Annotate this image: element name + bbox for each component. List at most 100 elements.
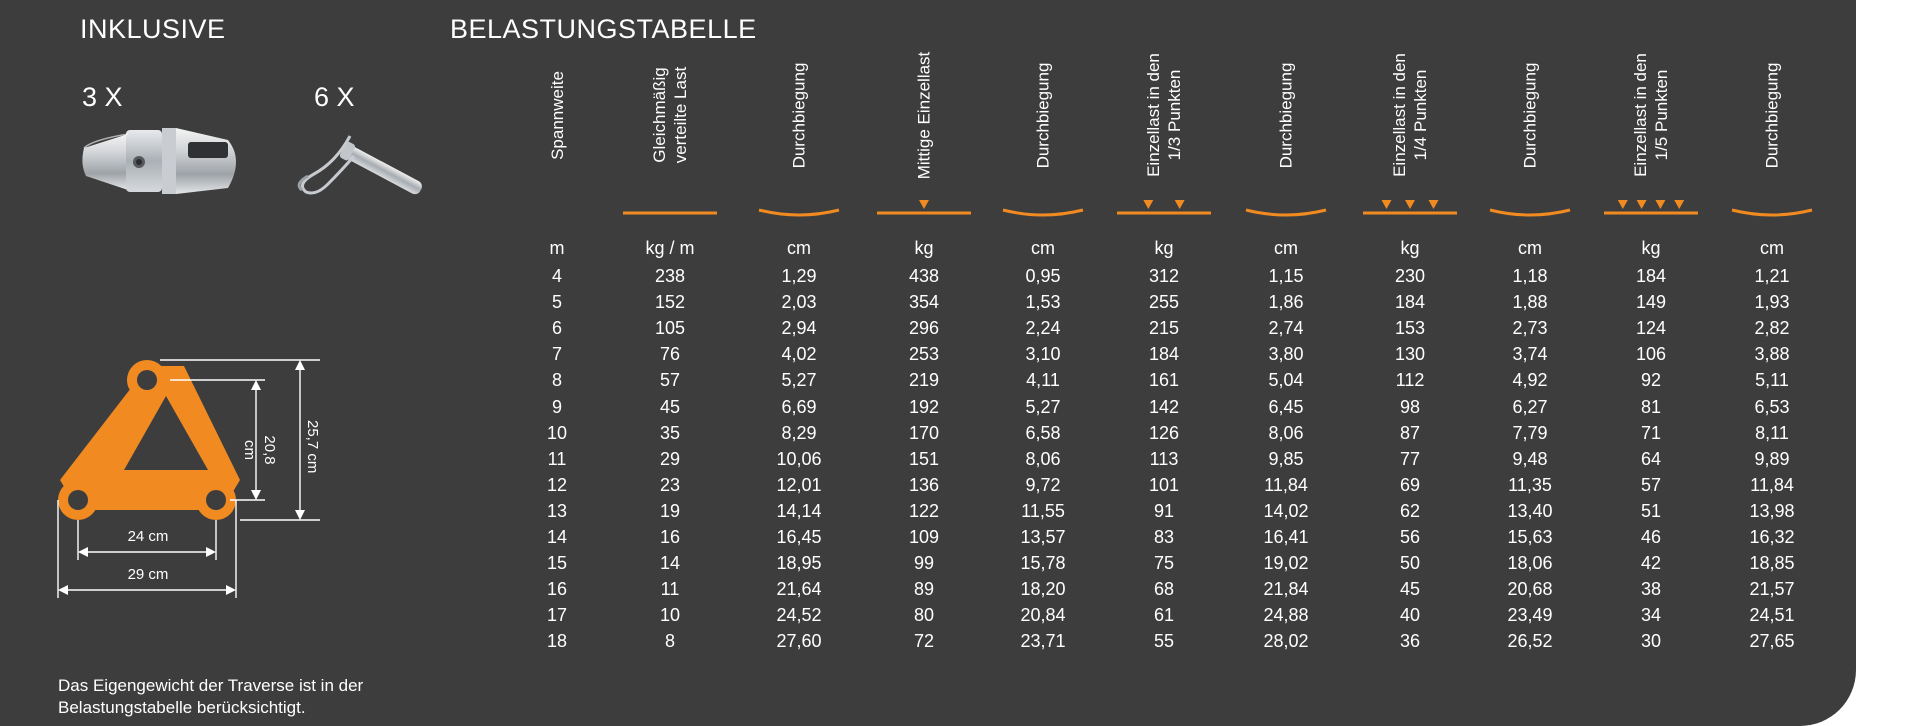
table-cell: 57 [659, 370, 681, 391]
table-cell: 38 [1640, 579, 1662, 600]
point-load-arrows-icon [1604, 200, 1698, 215]
uniform-load-icon [623, 211, 717, 215]
table-cell: 83 [1153, 527, 1175, 547]
table-cell: 122 [908, 500, 940, 521]
table-cell: 192 [908, 396, 940, 417]
column-header: Einzellast in den 1/3 Punkten [1134, 40, 1194, 190]
table-cell: 1,21 [1754, 266, 1790, 286]
table-row: 9 45 6,69 192 5,27 142 6,45 98 6,27 81 6,53 [0, 394, 1856, 420]
table-cell: 109 [908, 527, 940, 547]
table-cell: 50 [1399, 553, 1421, 574]
table-cell: 15 [546, 553, 568, 574]
table-cell: 312 [1148, 266, 1180, 286]
table-cell: 40 [1399, 605, 1421, 626]
table-cell: 255 [1148, 292, 1180, 313]
table-cell: 124 [1635, 318, 1667, 339]
table-cell: 16,45 [776, 527, 822, 547]
table-cell: 6,58 [1025, 422, 1061, 443]
column-unit: m [549, 238, 565, 258]
table-cell: 13 [546, 500, 568, 521]
column-unit: kg [1641, 238, 1661, 258]
column-unit: kg [914, 238, 934, 258]
table-cell: 16,41 [1263, 527, 1309, 547]
table-cell: 12,01 [776, 474, 822, 495]
table-cell: 46 [1640, 527, 1662, 547]
table-cell: 71 [1640, 422, 1662, 443]
table-cell: 80 [913, 605, 935, 626]
column-unit: kg [1154, 238, 1174, 258]
dimension-width-outer: 29 cm [127, 566, 169, 583]
table-cell: 34 [1640, 605, 1662, 626]
load-table-title: BELASTUNGSTABELLE [450, 14, 757, 44]
table-cell: 170 [908, 422, 940, 443]
table-cell: 55 [1153, 631, 1175, 652]
table-cell: 354 [908, 292, 940, 313]
table-row: 10 35 8,29 170 6,58 126 8,06 87 7,79 71 8,11 [0, 420, 1856, 446]
table-cell: 24,88 [1263, 605, 1309, 626]
table-cell: 113 [1149, 448, 1179, 469]
table-cell: 81 [1640, 396, 1662, 417]
table-cell: 27,65 [1749, 631, 1795, 652]
table-cell: 1,15 [1268, 266, 1304, 286]
column-header-label: Durchbiegung [1762, 62, 1783, 168]
inclusive-title: INKLUSIVE [80, 14, 226, 44]
table-cell: 89 [913, 579, 935, 600]
table-cell: 112 [1395, 370, 1425, 391]
column-unit: cm [1518, 238, 1542, 258]
table-row: 4 238 1,29 438 0,95 312 1,15 230 1,18 184 1,21 [0, 263, 1856, 289]
table-cell: 21,84 [1263, 579, 1309, 600]
deflection-curve-icon [1245, 208, 1327, 217]
table-cell: 11,35 [1508, 474, 1552, 495]
dimension-width-inner: 24 cm [127, 528, 169, 545]
table-cell: 56 [1399, 527, 1421, 547]
column-header-line: 1/5 Punkten [1652, 69, 1671, 161]
point-load-arrows-icon [877, 200, 971, 215]
table-cell: 136 [908, 474, 940, 495]
table-cell: 18 [546, 631, 568, 652]
pin-with-clip-icon [297, 135, 422, 195]
table-cell: 4,11 [1026, 370, 1060, 391]
table-cell: 76 [659, 344, 681, 365]
column-header-label: Durchbiegung [1276, 62, 1297, 168]
note-line-2: Belastungstabelle berücksichtigt. [58, 698, 306, 717]
table-cell: 16,32 [1749, 527, 1795, 547]
table-cell: 2,24 [1025, 318, 1061, 339]
table-cell: 5 [551, 292, 562, 313]
conical-connector-icon [82, 128, 236, 194]
table-cell: 105 [654, 318, 686, 339]
table-row: 11 29 10,06 151 8,06 113 9,85 77 9,48 64 9,89 [0, 446, 1856, 472]
table-cell: 15,78 [1020, 553, 1066, 574]
column-header: Spannweite [527, 40, 587, 190]
table-cell: 9,48 [1512, 448, 1548, 469]
table-cell: 26,52 [1507, 631, 1553, 652]
table-cell: 184 [1394, 292, 1426, 313]
column-header-label: Spannweite [547, 71, 568, 160]
column-header-line: Durchbiegung [1276, 62, 1296, 168]
table-cell: 27,60 [776, 631, 822, 652]
table-cell: 6,53 [1754, 396, 1790, 417]
table-cell: 12 [546, 474, 568, 495]
table-cell: 62 [1399, 500, 1421, 521]
table-cell: 10 [546, 422, 568, 443]
table-cell: 4,02 [781, 344, 817, 365]
column-header: Durchbiegung [1256, 40, 1316, 190]
table-cell: 69 [1399, 474, 1421, 495]
table-cell: 184 [1148, 344, 1180, 365]
table-cell: 0,95 [1025, 266, 1061, 286]
table-cell: 17 [546, 605, 568, 626]
column-header-label: Durchbiegung [1033, 62, 1054, 168]
table-cell: 23 [659, 474, 681, 495]
table-cell: 3,74 [1512, 344, 1548, 365]
table-cell: 1,18 [1512, 266, 1548, 286]
table-cell: 1,29 [781, 266, 817, 286]
column-header-line: Mittige Einzellast [914, 51, 934, 179]
table-cell: 19,02 [1263, 553, 1309, 574]
table-cell: 2,73 [1512, 318, 1548, 339]
table-cell: 4 [551, 266, 562, 286]
column-header-label: Gleichmäßig verteilte Last [649, 67, 691, 163]
column-unit: cm [1274, 238, 1298, 258]
table-cell: 57 [1640, 474, 1662, 495]
column-header: Einzellast in den 1/5 Punkten [1621, 40, 1681, 190]
table-cell: 6,69 [781, 396, 817, 417]
table-cell: 1,86 [1268, 292, 1304, 313]
